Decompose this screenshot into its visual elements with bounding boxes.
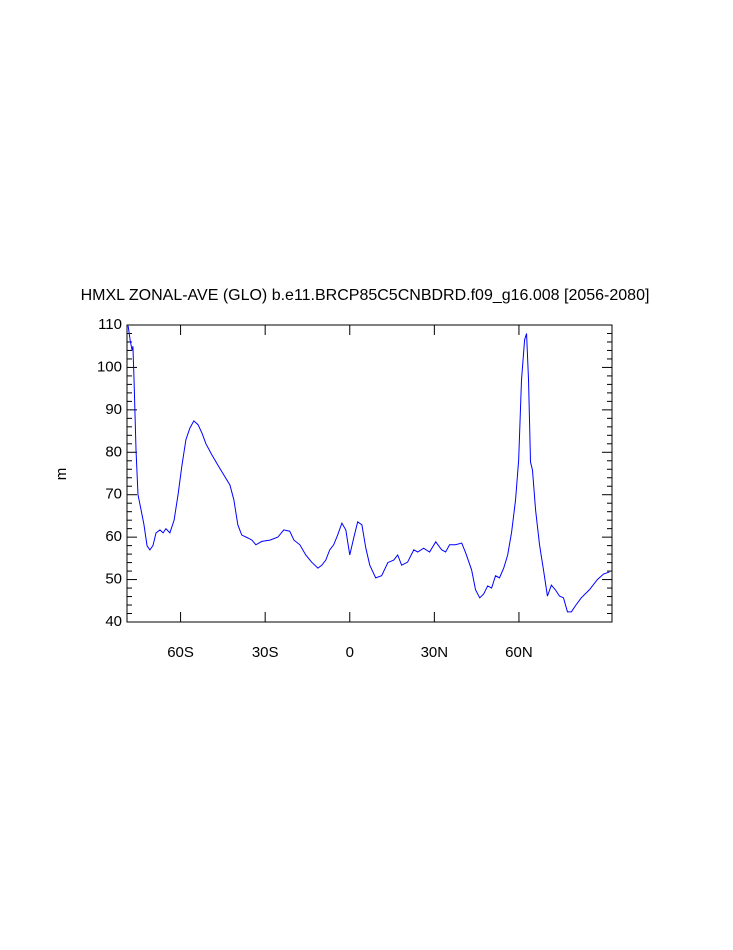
y-tick-label: 40 — [105, 613, 122, 630]
y-tick-label: 80 — [105, 443, 122, 460]
y-tick-label: 50 — [105, 571, 122, 588]
y-tick-label: 90 — [105, 401, 122, 418]
y-tick-label: 110 — [98, 316, 122, 333]
x-tick-label: 30S — [252, 644, 279, 661]
data-line — [127, 325, 610, 613]
x-tick-label: 0 — [346, 644, 354, 661]
y-tick-label: 70 — [105, 486, 122, 503]
chart-title: HMXL ZONAL-AVE (GLO) b.e11.BRCP85C5CNBDR… — [81, 287, 650, 304]
plot-frame — [126, 324, 613, 623]
x-tick-label: 60N — [505, 644, 533, 661]
x-tick-label: 30N — [421, 644, 449, 661]
y-tick-label: 60 — [105, 528, 122, 545]
x-tick-label: 60S — [167, 644, 194, 661]
y-tick-label: 100 — [97, 358, 122, 375]
y-axis-label: m — [53, 468, 70, 481]
